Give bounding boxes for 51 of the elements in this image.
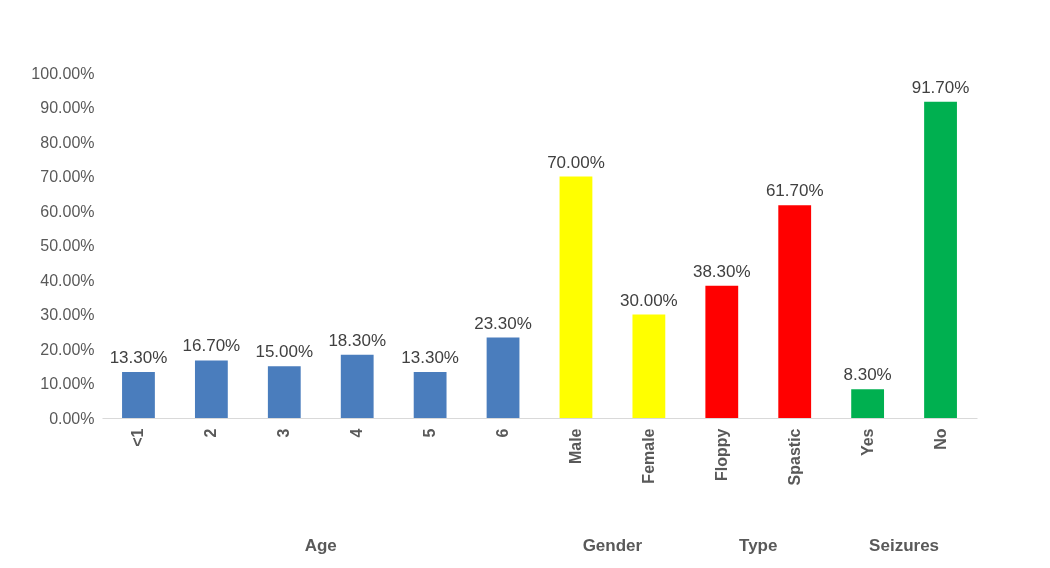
bar bbox=[122, 372, 155, 418]
bar bbox=[632, 314, 666, 418]
x-tick-label: 5 bbox=[421, 428, 439, 438]
x-tick-label: 3 bbox=[275, 428, 293, 438]
data-label: 16.70% bbox=[182, 336, 241, 356]
bar bbox=[851, 389, 885, 418]
y-tick-label: 80.00% bbox=[40, 133, 95, 151]
x-tick-label: Spastic bbox=[785, 428, 803, 486]
bar bbox=[705, 285, 739, 418]
data-label: 15.00% bbox=[255, 342, 314, 362]
data-label: 91.70% bbox=[911, 77, 970, 97]
x-tick-label: Female bbox=[639, 428, 657, 484]
data-label: 18.30% bbox=[328, 330, 387, 350]
y-tick-label: 60.00% bbox=[40, 202, 95, 220]
x-tick-label: 4 bbox=[348, 428, 366, 438]
y-tick-label: 10.00% bbox=[40, 375, 95, 392]
y-tick-label: 90.00% bbox=[40, 99, 95, 116]
data-label: 8.30% bbox=[843, 365, 892, 385]
y-tick-label: 0.00% bbox=[49, 409, 95, 427]
data-label: 38.30% bbox=[692, 261, 751, 281]
x-tick-label: 2 bbox=[202, 428, 220, 438]
y-tick-label: 30.00% bbox=[40, 306, 95, 323]
bar bbox=[486, 337, 520, 418]
text: Seizures bbox=[869, 536, 940, 555]
data-label: 70.00% bbox=[547, 152, 605, 172]
bar bbox=[778, 205, 812, 418]
x-tick-label: Floppy bbox=[712, 428, 730, 481]
data-label: 61.70% bbox=[765, 181, 824, 201]
y-tick-label: 50.00% bbox=[40, 237, 95, 254]
bar bbox=[413, 372, 447, 418]
y-tick-label: 40.00% bbox=[40, 271, 95, 289]
y-tick-label: 20.00% bbox=[40, 340, 95, 358]
data-label: 30.00% bbox=[620, 290, 678, 310]
y-tick-label: 70.00% bbox=[40, 168, 95, 185]
data-label: 23.30% bbox=[474, 313, 532, 333]
y-tick-label: 100.00% bbox=[31, 64, 95, 82]
bar bbox=[559, 176, 593, 418]
data-label: 13.30% bbox=[109, 348, 168, 368]
x-tick-label: <1 bbox=[129, 428, 147, 447]
text: Gender bbox=[582, 536, 643, 555]
x-tick-label: 6 bbox=[494, 428, 512, 438]
text: Type bbox=[739, 536, 778, 555]
bar bbox=[340, 354, 374, 418]
bar bbox=[924, 101, 957, 418]
x-tick-label: Male bbox=[566, 428, 584, 465]
text: Age bbox=[304, 536, 337, 555]
x-tick-label: No bbox=[931, 428, 949, 450]
x-tick-label: Yes bbox=[858, 428, 876, 457]
bar bbox=[267, 366, 301, 418]
data-label: 13.30% bbox=[401, 348, 459, 368]
bar bbox=[194, 360, 228, 418]
